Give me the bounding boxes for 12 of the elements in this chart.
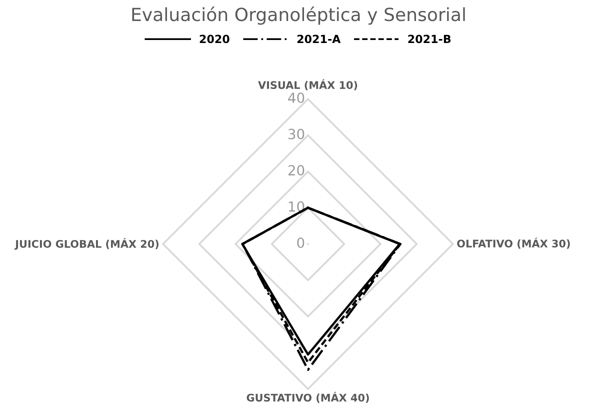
- legend-label: 2021-A: [297, 34, 341, 44]
- spoke-label: JUICIO GLOBAL (MÁX 20): [14, 238, 158, 250]
- chart-title: Evaluación Organoléptica y Sensorial: [132, 6, 465, 25]
- legend-label: 2020: [200, 34, 230, 44]
- spoke-label: OLFATIVO (MÁX 30): [457, 238, 570, 249]
- y-tick-label: 30: [288, 128, 304, 140]
- spoke-label: VISUAL (MÁX 10): [258, 79, 358, 90]
- legend-label: 2021-B: [408, 34, 451, 44]
- y-tick-label: 20: [288, 165, 304, 176]
- spoke-label: GUSTATIVO (MÁX 40): [246, 392, 369, 403]
- y-tick-label: 0: [297, 238, 304, 248]
- y-tick-label: 40: [288, 92, 304, 104]
